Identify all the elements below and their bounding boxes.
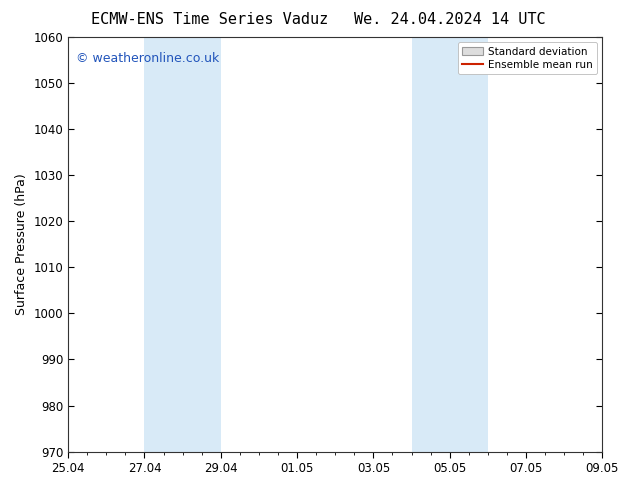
Text: ECMW-ENS Time Series Vaduz: ECMW-ENS Time Series Vaduz xyxy=(91,12,328,27)
Text: We. 24.04.2024 14 UTC: We. 24.04.2024 14 UTC xyxy=(354,12,546,27)
Text: © weatheronline.co.uk: © weatheronline.co.uk xyxy=(76,51,219,65)
Y-axis label: Surface Pressure (hPa): Surface Pressure (hPa) xyxy=(15,173,28,315)
Bar xyxy=(411,37,488,452)
Bar xyxy=(145,37,221,452)
Legend: Standard deviation, Ensemble mean run: Standard deviation, Ensemble mean run xyxy=(458,42,597,74)
